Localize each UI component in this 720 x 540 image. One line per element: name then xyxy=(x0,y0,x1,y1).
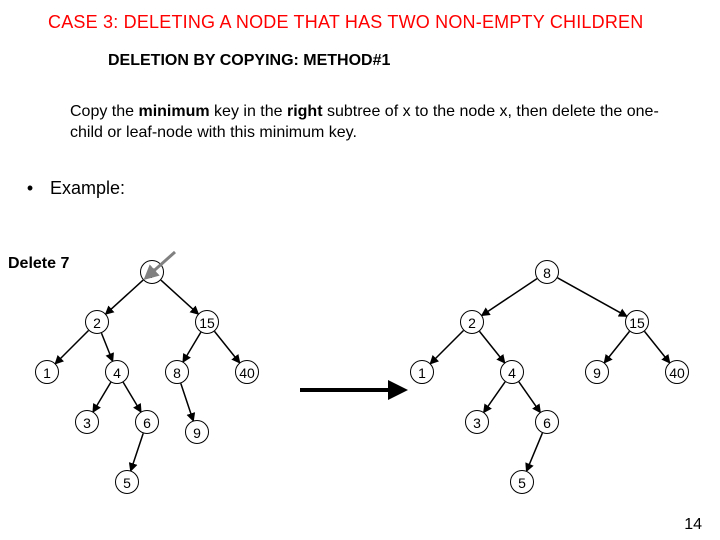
highlight-arrow-icon xyxy=(148,252,175,276)
slide-number: 14 xyxy=(684,516,702,534)
overlay-arrows xyxy=(0,0,720,540)
